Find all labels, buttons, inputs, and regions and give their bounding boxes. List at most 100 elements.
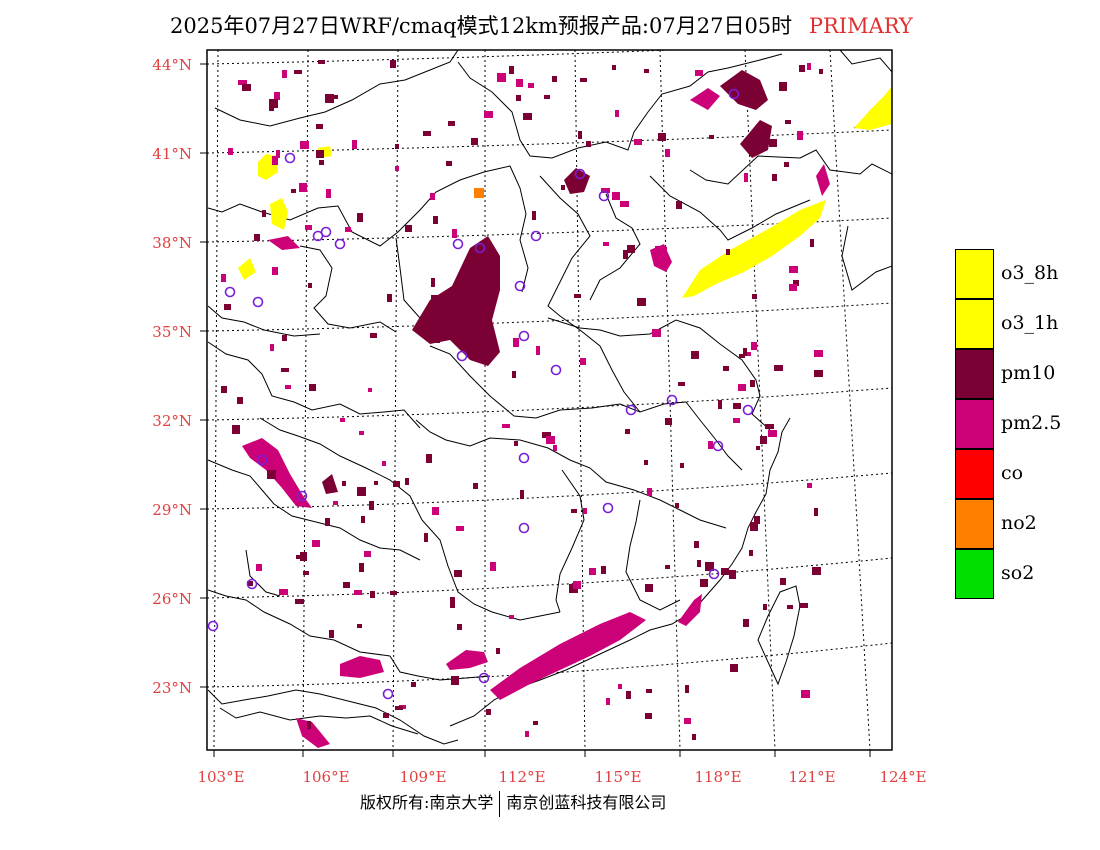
- pollutant-cell: [352, 140, 357, 149]
- station-marker: [474, 242, 486, 254]
- pollutant-cell: [390, 60, 396, 68]
- pollutant-cell: [456, 526, 464, 531]
- station-marker: [550, 364, 562, 376]
- station-marker: [478, 672, 490, 684]
- pollutant-cell: [282, 70, 287, 78]
- pollutant-cell: [433, 216, 438, 224]
- pollutant-cell: [768, 430, 777, 437]
- pollutant-cell: [718, 400, 722, 409]
- pollutant-cell: [390, 591, 397, 595]
- pollutant-cell: [665, 565, 670, 569]
- pollutant-cell: [496, 648, 500, 654]
- pollutant-area: [322, 474, 338, 494]
- pollutant-cell: [580, 78, 587, 82]
- station-marker: [320, 226, 332, 238]
- pollutant-cell: [626, 691, 631, 699]
- station-marker: [598, 190, 610, 202]
- pollutant-cell: [305, 225, 312, 230]
- pollutant-cell: [514, 441, 518, 446]
- pollutant-cell: [509, 66, 514, 74]
- copyright-footer: 版权所有:南京大学 南京创蓝科技有限公司: [360, 789, 780, 817]
- pollutant-cell: [571, 509, 577, 513]
- pollutant-cell: [395, 706, 403, 710]
- pollutant-cell: [644, 69, 649, 73]
- station-marker: [514, 280, 526, 292]
- legend-item-no2: no2: [955, 499, 1085, 549]
- pollutant-cell: [765, 424, 774, 429]
- pollutant-cell: [319, 160, 324, 165]
- pollutant-cell: [300, 141, 309, 149]
- pollutant-cell: [756, 446, 760, 450]
- pollutant-area: [412, 236, 500, 366]
- pollutant-cell: [242, 84, 251, 91]
- pollutant-cell: [589, 568, 596, 575]
- pollutant-cell: [675, 503, 679, 508]
- pollutant-cell: [370, 591, 375, 598]
- pollutant-cell: [357, 213, 363, 222]
- pollutant-cell: [750, 522, 758, 531]
- pollutant-cell: [723, 366, 729, 371]
- pollutant-cell: [300, 552, 307, 561]
- pollutant-cell: [318, 60, 325, 64]
- pollutant-cell: [552, 76, 557, 82]
- pollutant-cell: [474, 188, 484, 198]
- station-marker: [312, 230, 324, 242]
- pollutant-cell: [405, 478, 409, 485]
- pollutant-cell: [345, 227, 351, 232]
- pollutant-cell: [603, 242, 609, 246]
- lat-label-29n: 29°N: [152, 501, 192, 519]
- pollutant-cell: [451, 676, 459, 685]
- pollutant-cell: [454, 570, 462, 577]
- pollutant-cell: [678, 382, 685, 386]
- pollutant-cell: [520, 490, 524, 499]
- pollutant-cell: [528, 83, 534, 88]
- pollutant-cell: [307, 721, 311, 729]
- pollutant-cell: [370, 333, 377, 338]
- pollutant-cell: [270, 344, 274, 351]
- lat-label-23n: 23°N: [152, 679, 192, 697]
- lat-label-26n: 26°N: [152, 590, 192, 608]
- station-marker: [207, 620, 219, 632]
- pollutant-cell: [523, 113, 532, 120]
- pollutant-cell: [787, 605, 793, 609]
- pollutant-area: [690, 88, 720, 110]
- legend-item-o3-1h: o3_1h: [955, 299, 1085, 349]
- pollutant-cell: [357, 624, 362, 628]
- pollutant-cell: [747, 352, 751, 356]
- lon-label-124e: 124°E: [879, 768, 926, 786]
- pollutant-cell: [760, 436, 767, 444]
- pollutant-tag: PRIMARY: [808, 14, 913, 38]
- pollutant-cell: [452, 229, 457, 238]
- pollutant-cell: [763, 604, 767, 610]
- pollutant-cell: [262, 210, 266, 217]
- pollutant-cell: [601, 188, 610, 193]
- pollutant-cell: [750, 380, 755, 387]
- lat-label-44n: 44°N: [152, 56, 192, 74]
- pollutant-cell: [799, 65, 805, 72]
- legend-swatch: [955, 499, 994, 549]
- pollutant-cell: [684, 718, 691, 724]
- pollutant-cell: [612, 65, 616, 70]
- pollutant-cell: [695, 70, 703, 76]
- pollutant-cell: [519, 676, 527, 682]
- pollutant-cell: [497, 73, 506, 82]
- pollutant-cell: [316, 150, 324, 158]
- pollutant-cell: [467, 272, 475, 278]
- pollutant-cell: [807, 63, 811, 70]
- legend-item-so2: so2: [955, 549, 1085, 599]
- pollutant-cell: [627, 245, 635, 253]
- pollutant-cell: [512, 371, 516, 378]
- legend-item-pm10: pm10: [955, 349, 1085, 399]
- pollutant-cell: [620, 201, 629, 207]
- station-marker: [296, 490, 308, 502]
- pollutant-cell: [303, 571, 309, 575]
- pollutant-cell: [814, 508, 818, 516]
- legend-swatch: [955, 349, 994, 399]
- station-marker: [574, 168, 586, 180]
- station-marker: [666, 394, 678, 406]
- pollutant-cell: [799, 603, 808, 608]
- pollutant-area: [682, 200, 826, 298]
- pollutant-cell: [658, 133, 666, 141]
- pollutant-cell: [749, 550, 753, 556]
- pollutant-cell: [509, 615, 514, 619]
